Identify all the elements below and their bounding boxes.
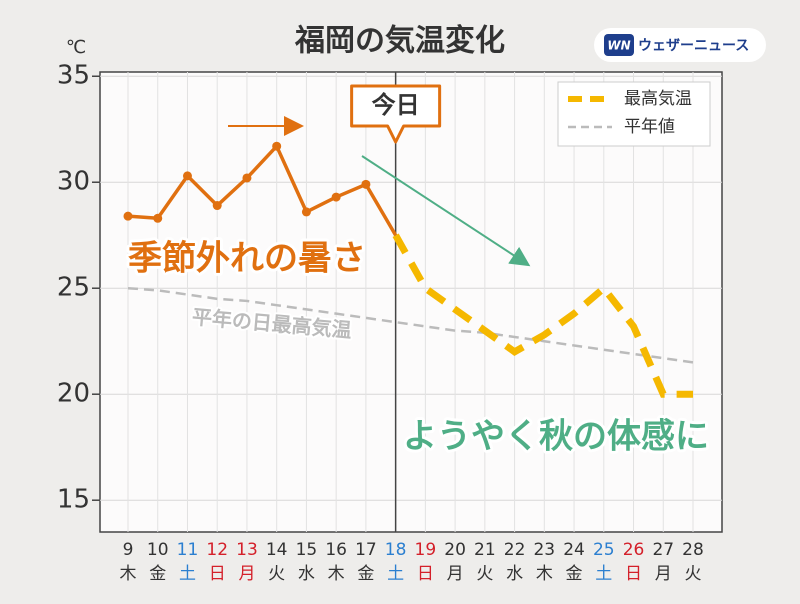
x-weekday-label: 土 bbox=[595, 564, 612, 584]
legend-box bbox=[557, 81, 711, 147]
point bbox=[301, 207, 311, 217]
x-tick-label: 11 bbox=[177, 540, 199, 560]
x-weekday-label: 火 bbox=[685, 564, 702, 584]
point bbox=[212, 201, 222, 211]
x-tick-label: 19 bbox=[415, 540, 437, 560]
line-series bbox=[392, 233, 693, 398]
y-tick-label: 30 bbox=[57, 167, 90, 197]
x-tick-label: 9 bbox=[123, 540, 134, 560]
x-weekday-label: 月 bbox=[655, 564, 672, 584]
x-tick-label: 25 bbox=[593, 540, 615, 560]
x-tick-label: 12 bbox=[206, 540, 228, 560]
today-callout bbox=[350, 84, 442, 144]
brand-badge bbox=[604, 34, 634, 56]
x-tick-label: 15 bbox=[296, 540, 318, 560]
x-weekday-label: 金 bbox=[149, 564, 166, 584]
brand-box bbox=[594, 28, 766, 62]
point bbox=[242, 173, 252, 183]
brand-name: ウェザーニュース bbox=[638, 38, 749, 54]
x-tick-label: 24 bbox=[563, 540, 585, 560]
line-series bbox=[127, 144, 398, 237]
x-tick-label: 22 bbox=[504, 540, 526, 560]
x-tick-label: 10 bbox=[147, 540, 169, 560]
x-tick-label: 13 bbox=[236, 540, 258, 560]
y-tick-label: 35 bbox=[57, 61, 90, 91]
point bbox=[272, 141, 282, 151]
y-tick-label: 20 bbox=[57, 379, 90, 409]
x-tick-label: 20 bbox=[444, 540, 466, 560]
arrow bbox=[361, 155, 531, 267]
x-weekday-label: 火 bbox=[268, 564, 285, 584]
x-tick-label: 26 bbox=[623, 540, 645, 560]
legend-label: 最高気温 bbox=[624, 89, 692, 109]
x-tick-label: 17 bbox=[355, 540, 377, 560]
x-weekday-label: 水 bbox=[298, 564, 315, 584]
x-tick-label: 27 bbox=[652, 540, 674, 560]
x-tick-label: 23 bbox=[533, 540, 555, 560]
x-weekday-label: 木 bbox=[120, 564, 137, 584]
y-unit: ℃ bbox=[66, 37, 86, 58]
x-tick-label: 16 bbox=[325, 540, 347, 560]
point bbox=[331, 192, 341, 202]
x-weekday-label: 日 bbox=[209, 564, 226, 584]
x-weekday-label: 月 bbox=[447, 564, 464, 584]
x-weekday-label: 月 bbox=[238, 564, 255, 584]
x-weekday-label: 火 bbox=[476, 564, 493, 584]
x-weekday-label: 水 bbox=[506, 564, 523, 584]
y-tick-label: 25 bbox=[57, 273, 90, 303]
x-weekday-label: 木 bbox=[328, 564, 345, 584]
x-tick-label: 18 bbox=[385, 540, 407, 560]
x-weekday-label: 日 bbox=[417, 564, 434, 584]
x-weekday-label: 土 bbox=[179, 564, 196, 584]
y-tick-label: 15 bbox=[57, 485, 90, 515]
point bbox=[361, 179, 371, 189]
x-weekday-label: 金 bbox=[357, 564, 374, 584]
annotation: 季節外れの暑さ bbox=[128, 239, 366, 279]
x-weekday-label: 木 bbox=[536, 564, 553, 584]
legend-label: 平年値 bbox=[624, 117, 675, 137]
point bbox=[182, 171, 192, 181]
x-tick-label: 28 bbox=[682, 540, 704, 560]
x-weekday-label: 土 bbox=[387, 564, 404, 584]
chart-title: 福岡の気温変化 bbox=[294, 24, 505, 59]
x-weekday-label: 金 bbox=[566, 564, 583, 584]
point bbox=[153, 213, 163, 223]
x-tick-label: 14 bbox=[266, 540, 288, 560]
x-tick-label: 21 bbox=[474, 540, 496, 560]
brand-badge-text: WN bbox=[607, 39, 630, 53]
point bbox=[123, 211, 133, 221]
annotation: ようやく秋の体感に bbox=[403, 417, 709, 457]
today-label: 今日 bbox=[372, 91, 420, 119]
x-weekday-label: 日 bbox=[625, 564, 642, 584]
